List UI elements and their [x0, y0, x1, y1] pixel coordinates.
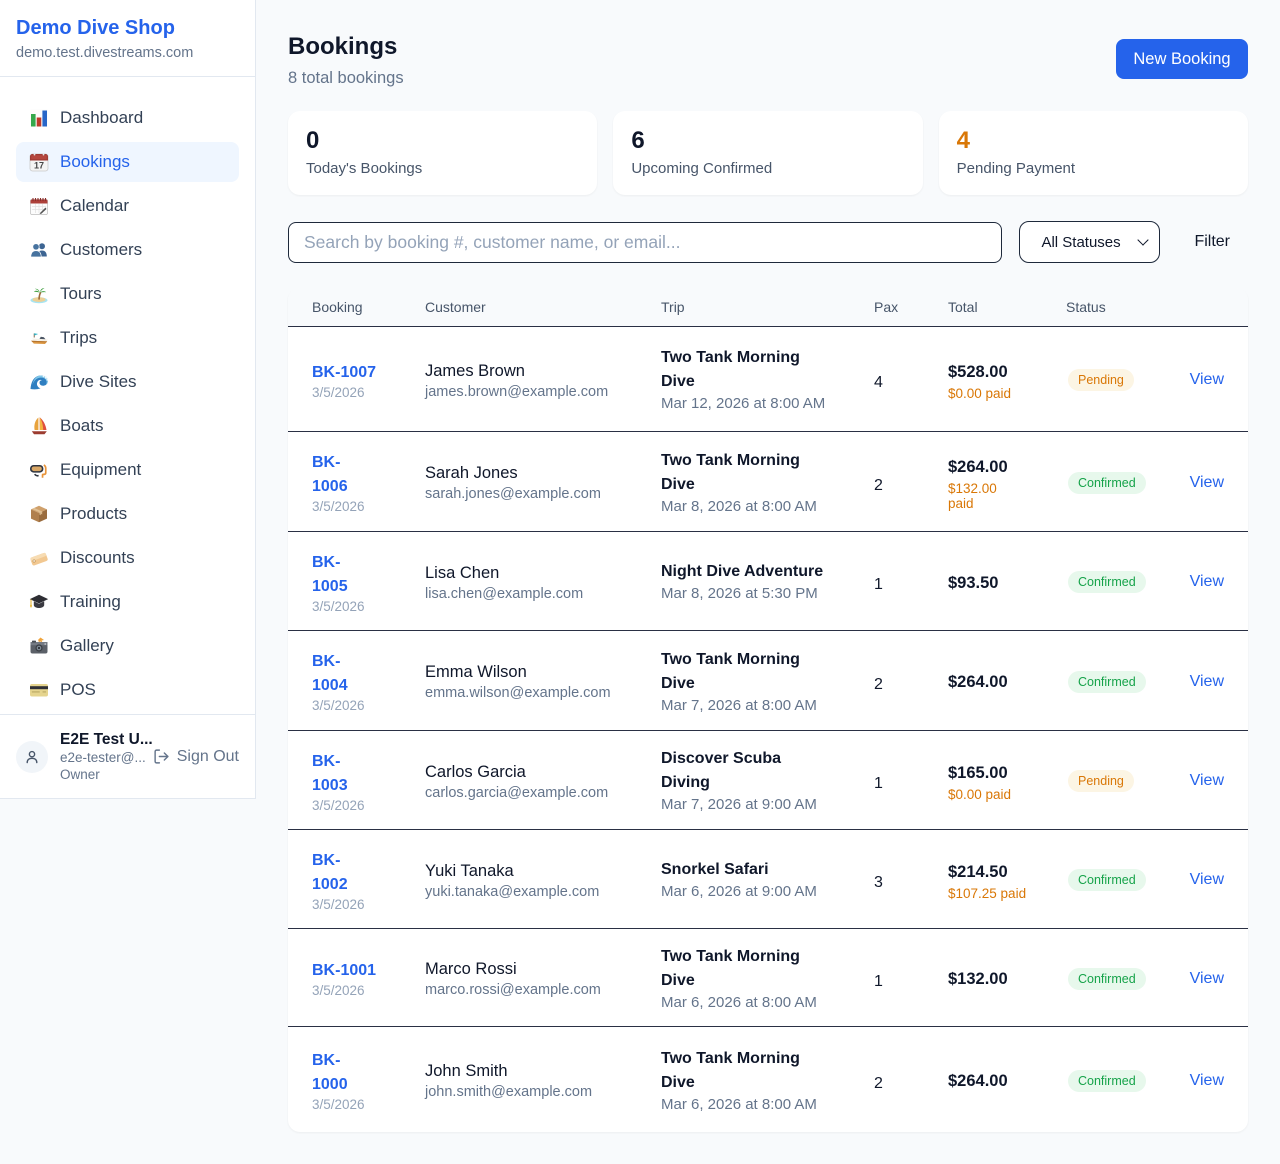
svg-text:17: 17: [34, 160, 44, 170]
